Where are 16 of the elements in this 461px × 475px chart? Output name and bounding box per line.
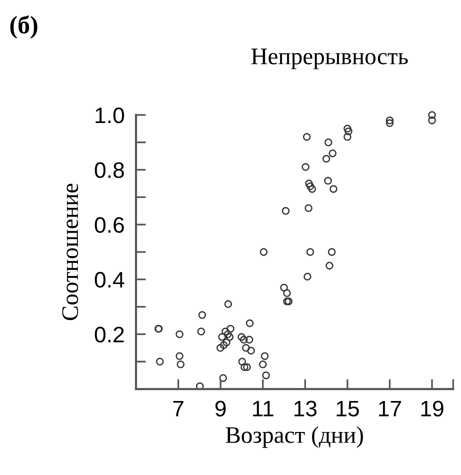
x-tick-label: 11 [253, 400, 274, 416]
y-tick-label: 1.0 [96, 107, 124, 124]
y-tick-label: 0.4 [94, 272, 124, 288]
x-tick-label: 15 [336, 400, 359, 416]
x-tick-label: 7 [173, 400, 184, 416]
chart-title: Непрерывность [251, 48, 408, 70]
y-tick-label: 0.2 [94, 326, 124, 342]
x-tick-label: 17 [379, 400, 401, 416]
x-axis-title: Возраст (дни) [226, 426, 363, 448]
y-axis-title: Соотношение [62, 184, 78, 320]
x-tick-label: 13 [294, 400, 317, 416]
x-tick-label: 19 [421, 400, 444, 416]
x-tick-label: 9 [215, 400, 226, 416]
y-tick-label: 0.6 [94, 217, 124, 233]
text: (б) [10, 15, 38, 39]
y-tick-label: 0.8 [94, 162, 124, 178]
